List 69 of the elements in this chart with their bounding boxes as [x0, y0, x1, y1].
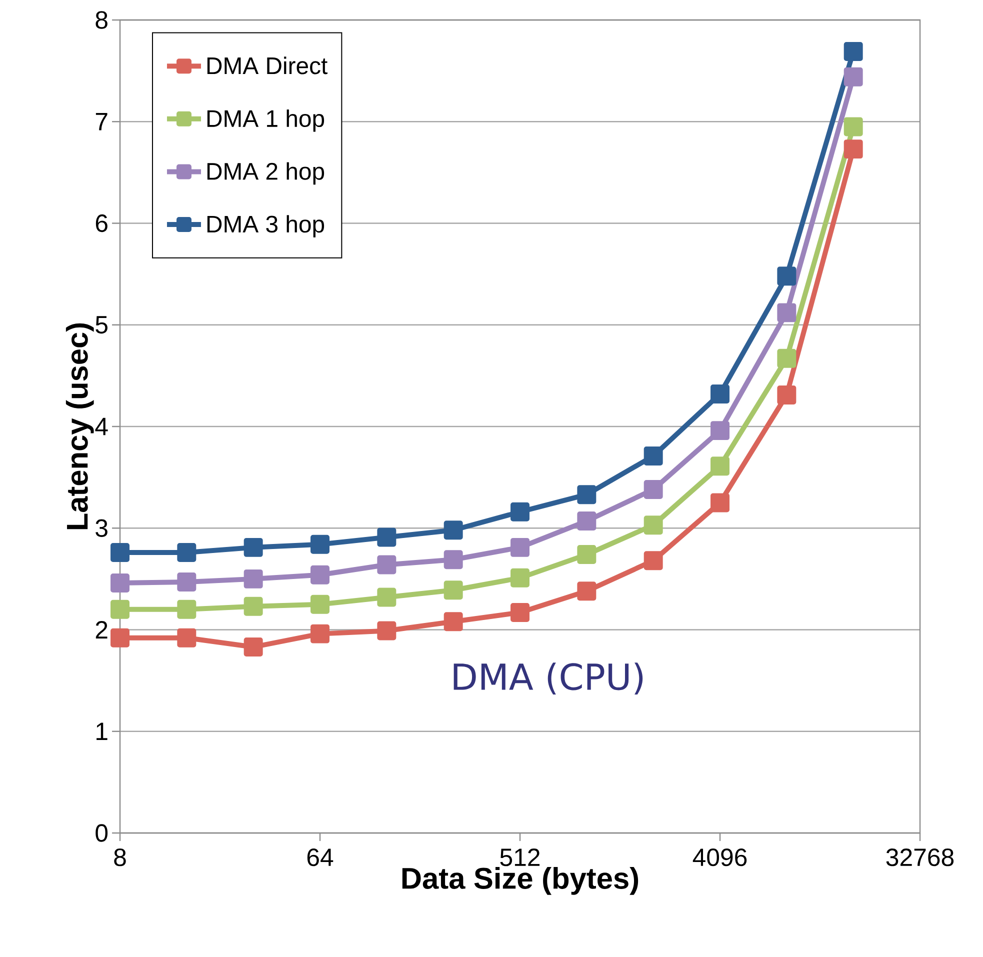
point [110, 543, 130, 562]
x-tick-label: 4096 [692, 848, 747, 866]
point [710, 456, 730, 476]
point [244, 638, 263, 657]
x-tick-label: 512 [500, 848, 540, 866]
point [110, 628, 130, 648]
point [710, 421, 730, 440]
point [110, 600, 130, 619]
legend-label: DMA 1 hop [207, 109, 324, 132]
point [710, 384, 730, 404]
x-tick-label: 64 [307, 848, 334, 866]
x-tick-label: 32768 [886, 848, 954, 866]
y-tick-label: 1 [96, 722, 108, 740]
y-tick-label: 8 [96, 11, 108, 29]
point [310, 565, 330, 584]
point [577, 485, 596, 504]
point [444, 612, 463, 632]
legend-label: DMA 2 hop [207, 162, 324, 185]
point [644, 446, 663, 466]
point [377, 555, 396, 574]
point [777, 386, 796, 404]
point [444, 520, 463, 540]
point [777, 348, 796, 368]
point [777, 266, 796, 286]
point [244, 538, 263, 557]
x-tick-label: 8 [114, 848, 126, 866]
point [644, 480, 663, 499]
point [244, 596, 263, 616]
y-tick-label: 4 [95, 418, 108, 436]
x-axis-title: Data Size (bytes) [402, 866, 638, 895]
point [310, 594, 330, 614]
legend-label: DMA 3 hop [207, 215, 324, 238]
point [177, 572, 196, 592]
point [444, 550, 463, 570]
point [844, 117, 863, 136]
point [444, 580, 463, 600]
point [844, 67, 863, 86]
point [644, 551, 663, 570]
point [644, 516, 663, 535]
point [510, 538, 530, 557]
point [510, 502, 530, 522]
point [177, 628, 196, 648]
point [310, 534, 330, 554]
y-tick-label: 7 [96, 113, 108, 130]
y-tick-label: 5 [96, 316, 108, 334]
point [844, 42, 863, 61]
point [177, 600, 196, 619]
y-tick-label: 3 [96, 519, 108, 537]
y-tick-label: 6 [96, 214, 108, 232]
point [510, 568, 530, 588]
point [577, 545, 596, 564]
point [377, 528, 396, 547]
point [310, 624, 330, 644]
y-tick-label: 0 [96, 824, 108, 842]
point [777, 303, 796, 322]
point [577, 512, 596, 530]
annotation: DMA (CPU) [454, 662, 643, 695]
y-tick-label: 2 [96, 621, 108, 638]
y-axis-title: Latency (usec) [66, 323, 94, 530]
point [377, 621, 396, 640]
point [244, 569, 263, 588]
point [377, 588, 396, 607]
point [510, 602, 530, 622]
legend-label: DMA Direct [207, 56, 328, 74]
point [177, 543, 196, 562]
point [710, 493, 730, 512]
point [110, 574, 130, 592]
point [844, 140, 863, 159]
point [577, 582, 596, 601]
